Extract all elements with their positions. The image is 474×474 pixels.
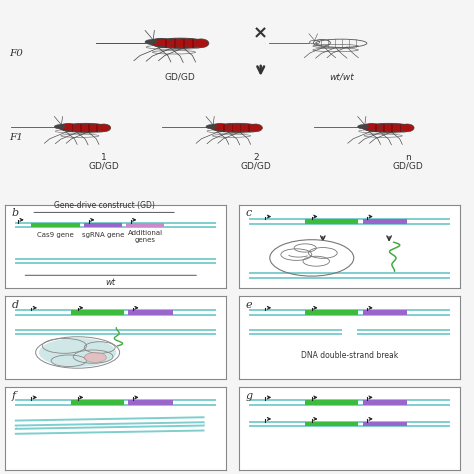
FancyBboxPatch shape [88, 124, 90, 132]
Ellipse shape [61, 123, 110, 132]
FancyBboxPatch shape [400, 124, 401, 132]
Ellipse shape [39, 338, 116, 367]
Text: f: f [11, 391, 16, 401]
Ellipse shape [210, 124, 229, 131]
FancyBboxPatch shape [126, 223, 164, 227]
FancyBboxPatch shape [392, 124, 393, 132]
Ellipse shape [193, 39, 209, 47]
FancyBboxPatch shape [240, 124, 241, 132]
Text: GD/GD: GD/GD [392, 161, 423, 170]
Ellipse shape [71, 124, 84, 132]
Text: sgRNA gene: sgRNA gene [82, 232, 124, 238]
FancyBboxPatch shape [192, 39, 194, 48]
Text: 1: 1 [101, 154, 107, 163]
Ellipse shape [55, 125, 65, 129]
Ellipse shape [383, 124, 397, 132]
Text: GD/GD: GD/GD [89, 161, 119, 170]
Ellipse shape [222, 124, 236, 132]
Text: g: g [246, 391, 253, 401]
Text: wt: wt [106, 278, 116, 287]
FancyBboxPatch shape [248, 124, 249, 132]
Text: Additional
genes: Additional genes [128, 230, 163, 244]
Ellipse shape [183, 39, 199, 47]
FancyBboxPatch shape [31, 223, 80, 227]
Text: e: e [246, 300, 252, 310]
Text: n: n [405, 154, 410, 163]
Ellipse shape [374, 124, 388, 132]
Ellipse shape [214, 124, 228, 132]
Ellipse shape [97, 124, 111, 132]
Ellipse shape [362, 124, 381, 131]
FancyBboxPatch shape [71, 400, 124, 405]
FancyBboxPatch shape [305, 219, 358, 224]
Ellipse shape [152, 38, 208, 48]
FancyBboxPatch shape [174, 39, 176, 48]
Text: b: b [11, 208, 18, 218]
FancyBboxPatch shape [72, 124, 73, 132]
Ellipse shape [88, 124, 102, 132]
FancyBboxPatch shape [383, 124, 385, 132]
Ellipse shape [401, 124, 414, 132]
Text: Gene-drive construct (GD): Gene-drive construct (GD) [54, 201, 155, 210]
Text: 2: 2 [253, 154, 259, 163]
Text: d: d [11, 300, 18, 310]
Text: Cas9 gene: Cas9 gene [37, 232, 74, 238]
FancyBboxPatch shape [128, 310, 173, 315]
Ellipse shape [364, 123, 413, 132]
Ellipse shape [358, 125, 369, 129]
Ellipse shape [145, 40, 157, 44]
Ellipse shape [59, 124, 78, 131]
FancyBboxPatch shape [363, 219, 407, 224]
Ellipse shape [154, 39, 169, 47]
FancyBboxPatch shape [80, 124, 82, 132]
FancyBboxPatch shape [305, 421, 358, 426]
Text: GD/GD: GD/GD [165, 73, 195, 82]
Ellipse shape [365, 124, 379, 132]
FancyBboxPatch shape [231, 124, 233, 132]
FancyBboxPatch shape [363, 400, 407, 405]
Text: F0: F0 [9, 49, 23, 58]
Ellipse shape [164, 39, 179, 47]
Ellipse shape [80, 124, 93, 132]
Ellipse shape [231, 124, 245, 132]
FancyBboxPatch shape [305, 400, 358, 405]
Ellipse shape [212, 123, 262, 132]
FancyBboxPatch shape [71, 310, 124, 315]
FancyBboxPatch shape [165, 39, 166, 48]
FancyBboxPatch shape [96, 124, 98, 132]
FancyBboxPatch shape [84, 223, 122, 227]
FancyBboxPatch shape [375, 124, 377, 132]
Ellipse shape [206, 125, 217, 129]
FancyBboxPatch shape [363, 421, 407, 426]
Text: ×: × [253, 25, 268, 43]
FancyBboxPatch shape [128, 400, 173, 405]
Text: wt/wt: wt/wt [329, 73, 354, 82]
Text: F1: F1 [9, 133, 23, 142]
FancyBboxPatch shape [183, 39, 185, 48]
Text: c: c [246, 208, 252, 218]
FancyBboxPatch shape [363, 310, 407, 315]
Ellipse shape [150, 38, 172, 46]
FancyBboxPatch shape [305, 310, 358, 315]
Ellipse shape [84, 353, 106, 363]
Ellipse shape [249, 124, 263, 132]
FancyBboxPatch shape [223, 124, 225, 132]
Ellipse shape [392, 124, 405, 132]
Text: DNA double-strand break: DNA double-strand break [301, 351, 398, 360]
Text: GD/GD: GD/GD [241, 161, 271, 170]
Ellipse shape [240, 124, 254, 132]
Ellipse shape [62, 124, 76, 132]
Ellipse shape [173, 39, 189, 47]
